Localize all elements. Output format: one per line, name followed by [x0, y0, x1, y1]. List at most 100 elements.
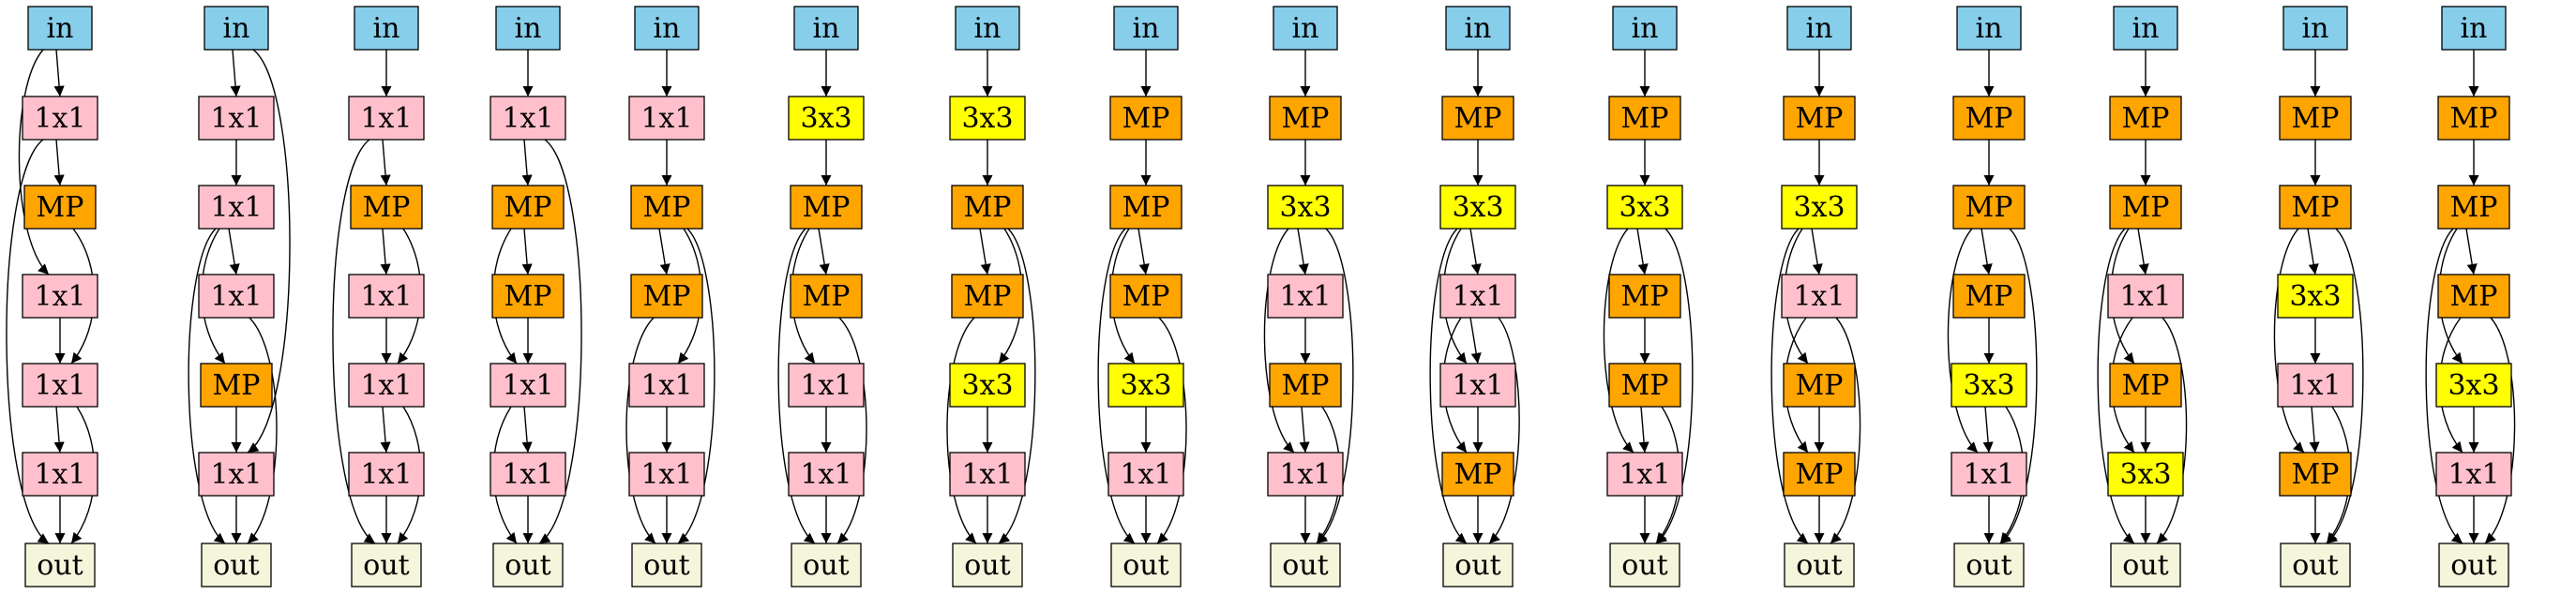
- node-label: 1x1: [1793, 280, 1845, 313]
- node-box: [1783, 96, 1856, 141]
- node-label: 1x1: [34, 458, 85, 491]
- node-mp: MP: [1783, 363, 1856, 408]
- node-label: 1x1: [640, 458, 692, 491]
- edge-2-5: [2273, 228, 2305, 454]
- node-label: 3x3: [2448, 369, 2499, 402]
- node-box: [22, 452, 98, 497]
- node-mp: MP: [2437, 274, 2510, 319]
- node-label: MP: [1122, 191, 1170, 224]
- node-conv1x1: 1x1: [1781, 274, 1858, 319]
- node-label: MP: [213, 369, 261, 402]
- node-in: in: [634, 6, 700, 51]
- node-label: 1x1: [800, 458, 851, 491]
- node-box: [1273, 6, 1338, 51]
- node-label: in: [2461, 12, 2488, 45]
- node-box: [198, 185, 275, 230]
- node-box: [27, 6, 93, 51]
- node-conv1x1: 1x1: [490, 96, 566, 141]
- node-box: [790, 274, 863, 319]
- node-box: [2110, 543, 2181, 588]
- node-label: 1x1: [2289, 369, 2341, 402]
- node-label: 1x1: [360, 280, 412, 313]
- node-box: [1952, 274, 2026, 319]
- node-in: in: [793, 6, 859, 51]
- node-box: [2435, 363, 2512, 408]
- node-conv3x3: 3x3: [1267, 185, 1344, 230]
- node-box: [1269, 363, 1342, 408]
- node-out: out: [1110, 543, 1182, 588]
- node-conv1x1: 1x1: [1439, 363, 1516, 408]
- node-label: 1x1: [1452, 280, 1503, 313]
- node-label: 3x3: [2119, 458, 2171, 491]
- node-label: out: [2292, 549, 2338, 582]
- node-label: out: [505, 549, 550, 582]
- node-label: 1x1: [34, 369, 85, 402]
- node-box: [2438, 543, 2509, 588]
- node-conv1x1: 1x1: [198, 452, 275, 497]
- node-out: out: [1270, 543, 1341, 588]
- graphs-layer: in 1x1 MP 1x1 1x1 1x1 out in 1x1 1x1 1x1 MP 1x1 out in…: [6, 6, 2516, 588]
- node-box: [1270, 543, 1341, 588]
- node-label: 1x1: [34, 280, 85, 313]
- node-box: [348, 96, 425, 141]
- node-label: 1x1: [1963, 458, 2014, 491]
- graph-13: in MP MP MP 3x3 1x1 out: [1947, 6, 2038, 588]
- node-label: in: [515, 12, 542, 45]
- node-label: in: [223, 12, 250, 45]
- node-label: MP: [964, 191, 1012, 224]
- node-box: [1781, 185, 1858, 230]
- edge-4-5: [1638, 406, 1650, 454]
- node-label: out: [363, 549, 409, 582]
- edge-1-2: [521, 139, 533, 186]
- node-mp: MP: [2109, 363, 2182, 408]
- node-in: in: [203, 6, 269, 51]
- node-label: out: [2450, 549, 2496, 582]
- node-label: in: [47, 12, 74, 45]
- node-mp: MP: [2437, 96, 2510, 141]
- node-in: in: [2113, 6, 2178, 51]
- node-mp: MP: [1441, 96, 1514, 141]
- node-mp: MP: [790, 185, 863, 230]
- node-out: out: [1609, 543, 1680, 588]
- node-box: [2113, 6, 2178, 51]
- node-mp: MP: [23, 185, 97, 230]
- node-label: 3x3: [1963, 369, 2014, 402]
- node-box: [634, 6, 700, 51]
- node-box: [1267, 185, 1344, 230]
- node-box: [2277, 274, 2354, 319]
- node-mp: MP: [1952, 96, 2026, 141]
- node-out: out: [24, 543, 96, 588]
- node-box: [2437, 274, 2510, 319]
- node-box: [1612, 6, 1678, 51]
- node-mp: MP: [951, 274, 1024, 319]
- edge-3-6: [1488, 317, 1520, 544]
- node-label: 1x1: [640, 369, 692, 402]
- node-mp: MP: [2279, 452, 2352, 497]
- node-label: MP: [2292, 102, 2340, 135]
- node-label: 1x1: [2119, 280, 2171, 313]
- node-label: MP: [2122, 369, 2170, 402]
- node-label: out: [1122, 549, 1168, 582]
- edge-4-5: [521, 406, 533, 454]
- node-label: MP: [1282, 102, 1330, 135]
- node-box: [949, 452, 1026, 497]
- node-box: [1606, 452, 1683, 497]
- node-label: in: [1976, 12, 2003, 45]
- edge-1-6: [6, 139, 50, 544]
- node-box: [1781, 274, 1858, 319]
- node-mp: MP: [2109, 96, 2182, 141]
- node-label: 3x3: [1793, 191, 1845, 224]
- edge-2-6: [1655, 228, 1694, 544]
- node-box: [1439, 274, 1516, 319]
- node-label: MP: [363, 191, 411, 224]
- node-label: in: [2132, 12, 2160, 45]
- node-box: [1952, 185, 2026, 230]
- node-conv3x3: 3x3: [1439, 185, 1516, 230]
- node-label: in: [654, 12, 681, 45]
- edge-2-6: [2326, 228, 2364, 544]
- node-out: out: [351, 543, 422, 588]
- node-label: 1x1: [210, 458, 262, 491]
- node-conv1x1: 1x1: [198, 96, 275, 141]
- edge-2-6: [188, 228, 226, 544]
- node-box: [198, 274, 275, 319]
